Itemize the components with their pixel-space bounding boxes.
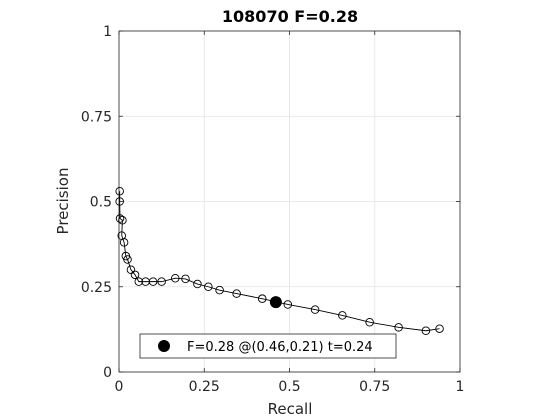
y-tick-label: 0 — [103, 365, 112, 381]
x-tick-label: 0.5 — [278, 379, 300, 395]
x-tick-label: 0 — [115, 379, 124, 395]
y-tick-label: 1 — [103, 24, 112, 40]
legend: F=0.28 @(0.46,0.21) t=0.24 — [140, 334, 396, 358]
grid — [119, 31, 460, 372]
y-tick-label: 0.25 — [81, 280, 112, 296]
y-tick-label: 0.75 — [81, 109, 112, 125]
series-pr-curve — [116, 187, 443, 334]
x-axis-label: Recall — [268, 400, 313, 418]
series-line — [120, 191, 440, 330]
x-tick-label: 1 — [456, 379, 465, 395]
x-tick-label: 0.25 — [189, 379, 220, 395]
legend-label: F=0.28 @(0.46,0.21) t=0.24 — [187, 340, 373, 355]
best-f-point — [270, 296, 282, 308]
y-tick-label: 0.5 — [90, 195, 112, 211]
y-axis-label: Precision — [54, 168, 72, 235]
best-point-marker — [270, 296, 282, 308]
legend-marker — [158, 340, 170, 352]
x-tick-label: 0.75 — [359, 379, 390, 395]
chart-title: 108070 F=0.28 — [222, 7, 358, 26]
